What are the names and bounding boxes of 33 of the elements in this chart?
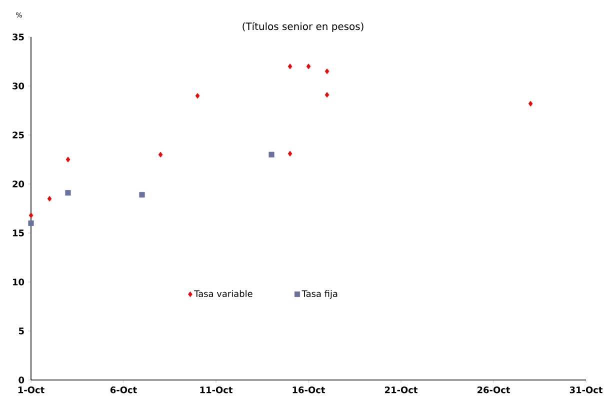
point: [306, 64, 311, 70]
x-tick-label: 16-Oct: [292, 386, 326, 394]
point: [288, 150, 292, 156]
point: [195, 93, 200, 99]
y-tick-label: 20: [12, 180, 24, 188]
point: [528, 100, 533, 106]
legend-label: Tasa variable: [194, 290, 252, 298]
point: [28, 220, 34, 226]
x-tick-label: 21-Oct: [384, 386, 418, 394]
point: [28, 212, 34, 218]
point: [324, 68, 330, 74]
chart-title: (Títulos senior en pesos): [242, 22, 364, 32]
y-tick-label: 5: [18, 328, 24, 334]
point: [139, 192, 145, 198]
point: [324, 92, 330, 98]
point: [288, 64, 292, 70]
point: [65, 190, 71, 196]
x-tick-label: 31-Oct: [570, 386, 603, 394]
legend-label: Tasa fija: [302, 290, 338, 299]
point: [47, 196, 52, 202]
y-tick-label: 25: [12, 132, 24, 138]
x-tick-label: 1-Oct: [18, 386, 44, 394]
x-tick-label: 6-Oct: [110, 386, 137, 394]
y-tick-label: 35: [12, 34, 24, 40]
point: [66, 156, 70, 162]
point: [268, 152, 274, 158]
y-tick-label: 15: [13, 230, 24, 236]
y-tick-label: 0: [18, 376, 24, 384]
y-tick-label: 30: [12, 82, 24, 90]
point: [158, 152, 163, 158]
x-tick-label: 26-Oct: [477, 386, 510, 394]
x-tick-label: 11-Oct: [200, 386, 233, 394]
y-tick-label: 10: [13, 278, 24, 286]
